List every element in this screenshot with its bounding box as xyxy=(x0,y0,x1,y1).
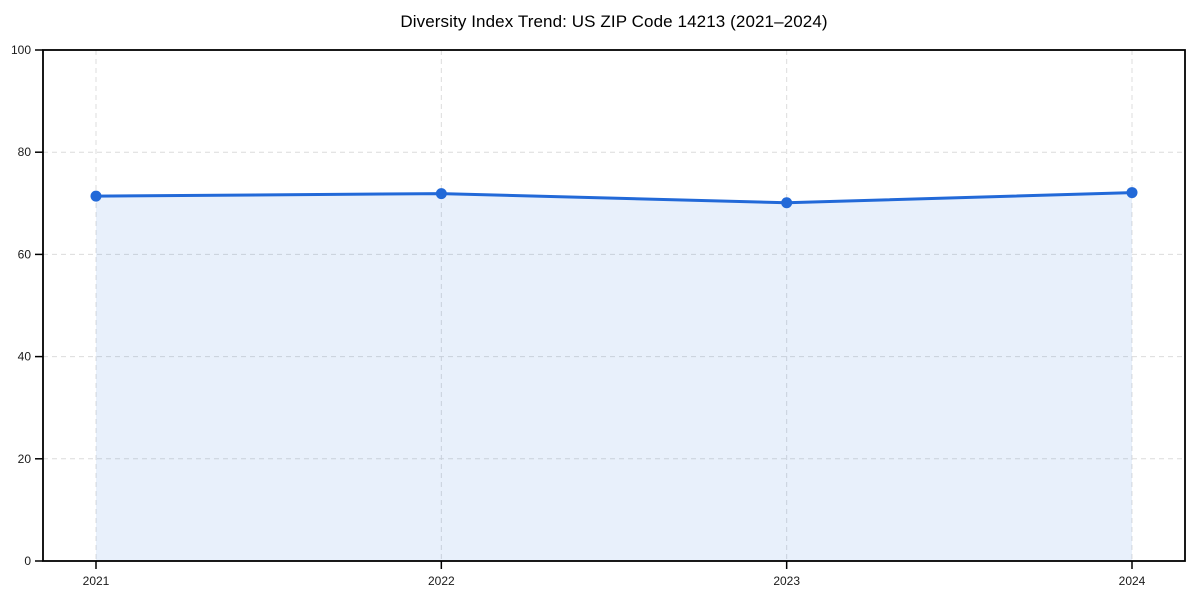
data-point-marker xyxy=(90,190,102,202)
data-point-marker xyxy=(781,197,793,209)
data-point-marker xyxy=(435,188,447,200)
x-tick-label: 2024 xyxy=(1119,574,1146,588)
plot-frame xyxy=(42,49,1186,562)
x-tick-label: 2023 xyxy=(773,574,800,588)
area-fill xyxy=(96,192,1132,561)
y-tick-label: 60 xyxy=(18,247,32,261)
data-point-marker xyxy=(1126,187,1138,199)
x-tick-label: 2022 xyxy=(428,574,455,588)
trend-line xyxy=(94,191,1134,205)
y-tick-label: 40 xyxy=(18,350,32,364)
y-tick-label: 100 xyxy=(11,43,31,57)
y-tick-label: 0 xyxy=(24,554,31,568)
x-tick-label: 2021 xyxy=(83,574,110,588)
y-tick-label: 80 xyxy=(18,145,32,159)
y-tick-label: 20 xyxy=(18,452,32,466)
chart-title: Diversity Index Trend: US ZIP Code 14213… xyxy=(400,12,828,31)
